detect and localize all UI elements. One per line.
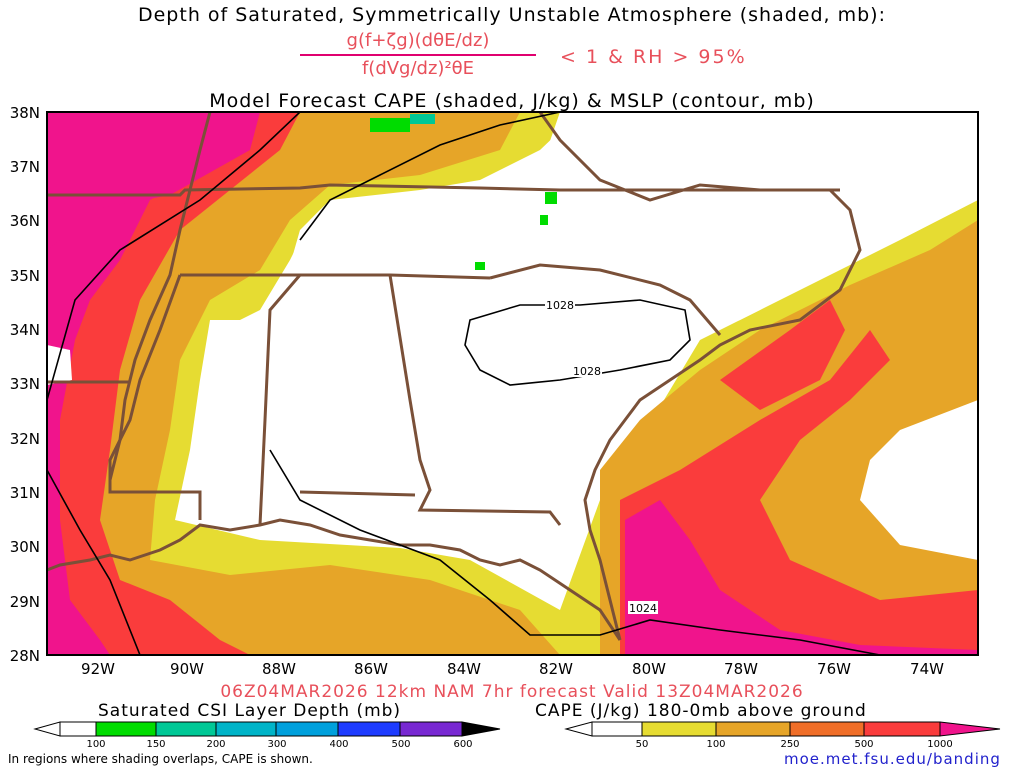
csi-patch	[410, 114, 435, 124]
lat-label: 38N	[10, 104, 40, 122]
source-url[interactable]: moe.met.fsu.edu/banding	[784, 750, 1001, 768]
isobar-label: 1028	[546, 299, 574, 312]
cape-tick: 100	[706, 739, 725, 750]
title-line-3: Model Forecast CAPE (shaded, J/kg) & MSL…	[209, 90, 815, 112]
no-shading-west	[47, 345, 72, 385]
lat-label: 37N	[10, 158, 40, 176]
lat-label: 36N	[10, 212, 40, 230]
lat-label: 34N	[10, 321, 40, 339]
state-line	[47, 183, 840, 197]
csi-patch	[370, 118, 410, 132]
csi-patch	[540, 215, 548, 225]
lat-label: 29N	[10, 593, 40, 611]
csi-tick: 100	[86, 739, 105, 750]
river	[108, 112, 212, 481]
lon-label: 92W	[81, 660, 115, 678]
lon-label: 84W	[447, 660, 481, 678]
csi-tick: 400	[329, 739, 348, 750]
stability-fraction: g(f+ζg)(dθE/dz) f(dVg/dz)²θE	[300, 30, 536, 82]
cape-nw-magenta	[47, 112, 260, 250]
csi-tick: 600	[453, 739, 472, 750]
cape-tick: 250	[780, 739, 799, 750]
csi-tick: 150	[146, 739, 165, 750]
lat-label: 31N	[10, 484, 40, 502]
state-line	[258, 274, 302, 526]
isobar-sw	[47, 469, 141, 655]
isobar-1024-line	[299, 112, 561, 241]
forecast-valid-line: 06Z04MAR2026 12km NAM 7hr forecast Valid…	[220, 682, 804, 702]
csi-colorbar: 100 150 200 300 400 500 600	[33, 721, 501, 750]
cape-tick: 1000	[927, 739, 952, 750]
isobar-west	[47, 112, 301, 401]
boundaries	[47, 112, 862, 641]
lon-label: 82W	[539, 660, 573, 678]
cape-west-magenta	[47, 112, 240, 655]
state-line	[388, 274, 562, 526]
csi-patch	[545, 192, 557, 204]
isobars	[47, 112, 881, 655]
lat-label: 32N	[10, 430, 40, 448]
fraction-bar	[300, 54, 536, 56]
cape-legend-title: CAPE (J/kg) 180-0mb above ground	[535, 701, 867, 721]
isobar-labels: 1028 1028 1024	[545, 298, 658, 615]
longitude-axis: 92W 90W 88W 86W 84W 82W 80W 78W 76W 74W	[81, 660, 944, 678]
lon-label: 80W	[632, 660, 666, 678]
no-shading-atlantic	[860, 400, 978, 560]
state-line	[299, 490, 416, 497]
isobar-1028-line	[464, 299, 691, 386]
cape-colorbar: 50 100 250 500 1000	[564, 721, 1001, 750]
cape-atlantic-red-2	[720, 300, 845, 410]
lon-label: 78W	[724, 660, 758, 678]
state-line	[180, 273, 491, 280]
lat-label: 30N	[10, 538, 40, 556]
lon-label: 88W	[262, 660, 296, 678]
csi-legend-title: Saturated CSI Layer Depth (mb)	[98, 701, 402, 721]
lon-label: 90W	[170, 660, 204, 678]
fraction-denominator: f(dVg/dz)²θE	[361, 58, 475, 79]
lat-label: 33N	[10, 375, 40, 393]
title-line-1: Depth of Saturated, Symmetrically Unstab…	[137, 4, 886, 26]
fraction-numerator: g(f+ζg)(dθE/dz)	[346, 30, 490, 51]
csi-tick: 500	[391, 739, 410, 750]
gulf-coast	[47, 518, 622, 641]
isobar-label: 1028	[573, 365, 601, 378]
csi-tick: 300	[267, 739, 286, 750]
lon-label: 76W	[817, 660, 851, 678]
isobar-label: 1024	[629, 602, 657, 615]
lon-label: 74W	[910, 660, 944, 678]
coastline	[538, 112, 862, 641]
lat-label: 35N	[10, 267, 40, 285]
cape-atlantic-magenta	[625, 500, 978, 655]
state-line	[489, 263, 722, 336]
no-shading-region	[200, 112, 978, 560]
cape-tick: 500	[854, 739, 873, 750]
map-frame	[46, 111, 979, 656]
overlap-note: In regions where shading overlaps, CAPE …	[8, 752, 313, 766]
isobar-1024-south	[269, 449, 881, 655]
csi-tick: 200	[206, 739, 225, 750]
condition-text: < 1 & RH > 95%	[560, 46, 747, 68]
latitude-axis: 38N 37N 36N 35N 34N 33N 32N 31N 30N 29N …	[10, 104, 40, 665]
cape-tick: 50	[636, 739, 649, 750]
csi-patch	[475, 262, 485, 270]
shaded-fields	[47, 112, 978, 655]
lat-label: 28N	[10, 647, 40, 665]
lon-label: 86W	[354, 660, 388, 678]
